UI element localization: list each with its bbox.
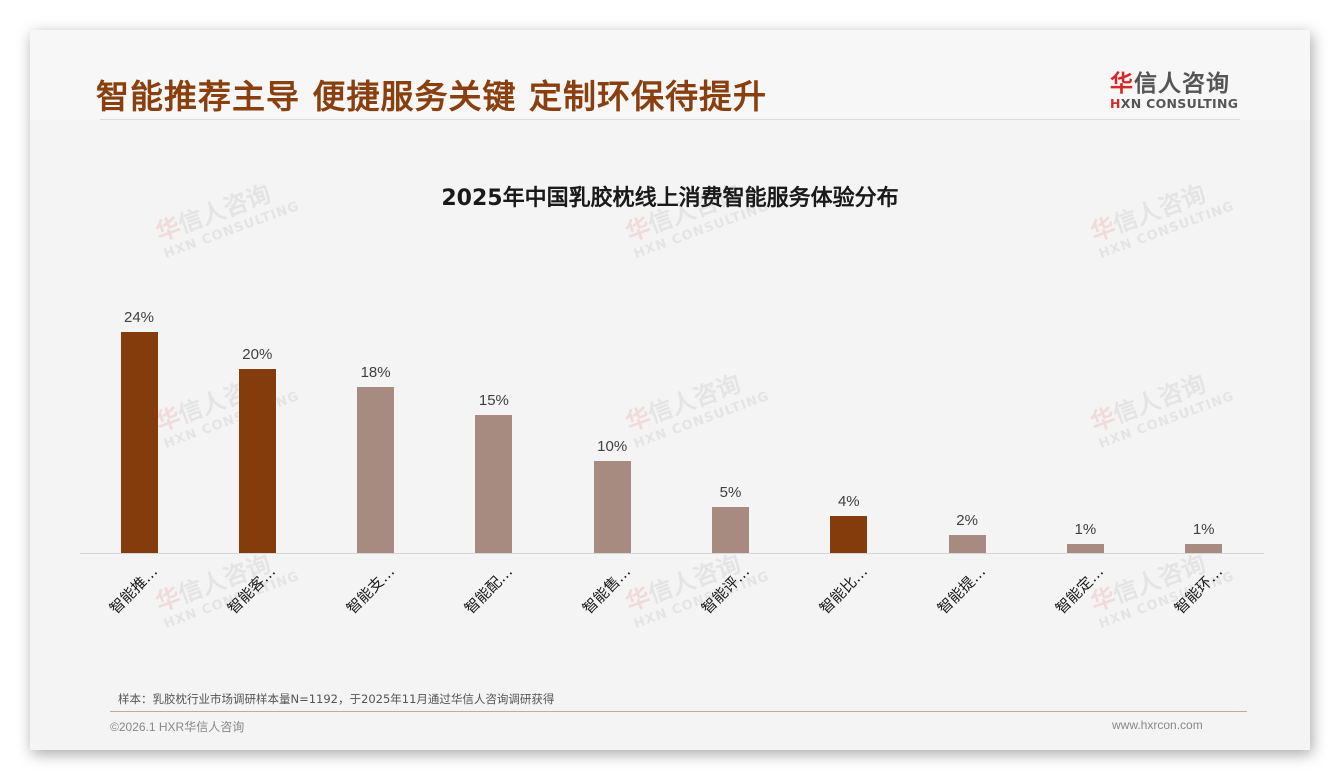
bar xyxy=(1185,543,1223,553)
logo-cn: 华信人咨询 xyxy=(1110,64,1250,98)
category-label: 智能支… xyxy=(342,562,398,618)
bar xyxy=(830,516,868,553)
bar xyxy=(357,387,395,553)
logo-cn-accent: 华 xyxy=(1110,71,1134,97)
logo-en-accent: H xyxy=(1110,96,1121,111)
bar-value-label: 1% xyxy=(1074,520,1097,538)
watermark: 华信人咨询 HXN CONSULTING xyxy=(152,369,302,452)
category-label: 智能比… xyxy=(815,562,871,618)
headline: 智能推荐主导 便捷服务关键 定制环保待提升 xyxy=(96,77,767,116)
header-band xyxy=(30,30,1310,120)
category-label: 智能环… xyxy=(1170,562,1226,618)
bar xyxy=(120,332,158,553)
category-label: 智能评… xyxy=(697,562,753,618)
category-label: 智能定… xyxy=(1052,562,1108,618)
category-label: 智能提… xyxy=(934,562,990,618)
copyright: ©2026.1 HXR华信人咨询 xyxy=(110,720,245,734)
chart-title: 2025年中国乳胶枕线上消费智能服务体验分布 xyxy=(441,186,899,211)
logo-cn-rest: 信人咨询 xyxy=(1134,71,1230,97)
x-axis-line xyxy=(80,553,1264,554)
bar-value-label: 20% xyxy=(242,346,273,363)
bar xyxy=(1066,543,1104,553)
bar xyxy=(712,507,749,553)
bar-value-label: 15% xyxy=(478,392,509,409)
bar-value-label: 4% xyxy=(837,493,860,511)
bar-value-label: 18% xyxy=(360,364,391,382)
bar-value-label: 1% xyxy=(1192,520,1215,538)
category-label: 智能售… xyxy=(579,562,635,618)
sample-note: 样本：乳胶枕行业市场调研样本量N=1192，于2025年11月通过华信人咨询调研… xyxy=(118,692,555,706)
watermark: 华信人咨询 HXN CONSULTING xyxy=(1087,369,1237,452)
bar xyxy=(475,415,513,553)
bar-value-label: 2% xyxy=(956,511,978,529)
bar-value-label: 10% xyxy=(597,438,628,455)
category-label: 智能推… xyxy=(105,562,162,618)
watermark: 华信人咨询 HXN CONSULTING xyxy=(152,549,302,632)
slide: 智能推荐主导 便捷服务关键 定制环保待提升 华信人咨询 HXN CONSULTI… xyxy=(30,30,1310,750)
bar-value-label: 5% xyxy=(719,484,742,501)
logo-en: HXN CONSULTING xyxy=(1110,96,1250,111)
title-divider xyxy=(100,119,1240,120)
bar xyxy=(238,369,276,553)
bar-value-label: 24% xyxy=(123,309,155,327)
bar xyxy=(948,534,986,553)
footer-divider xyxy=(110,711,1247,712)
logo-en-rest: XN CONSULTING xyxy=(1120,96,1239,111)
bar xyxy=(593,461,631,553)
category-label: 智能客… xyxy=(224,562,280,618)
logo: 华信人咨询 HXN CONSULTING xyxy=(1110,64,1250,111)
website-link[interactable]: www.hxrcon.com xyxy=(1112,718,1203,732)
category-label: 智能配… xyxy=(460,562,517,618)
